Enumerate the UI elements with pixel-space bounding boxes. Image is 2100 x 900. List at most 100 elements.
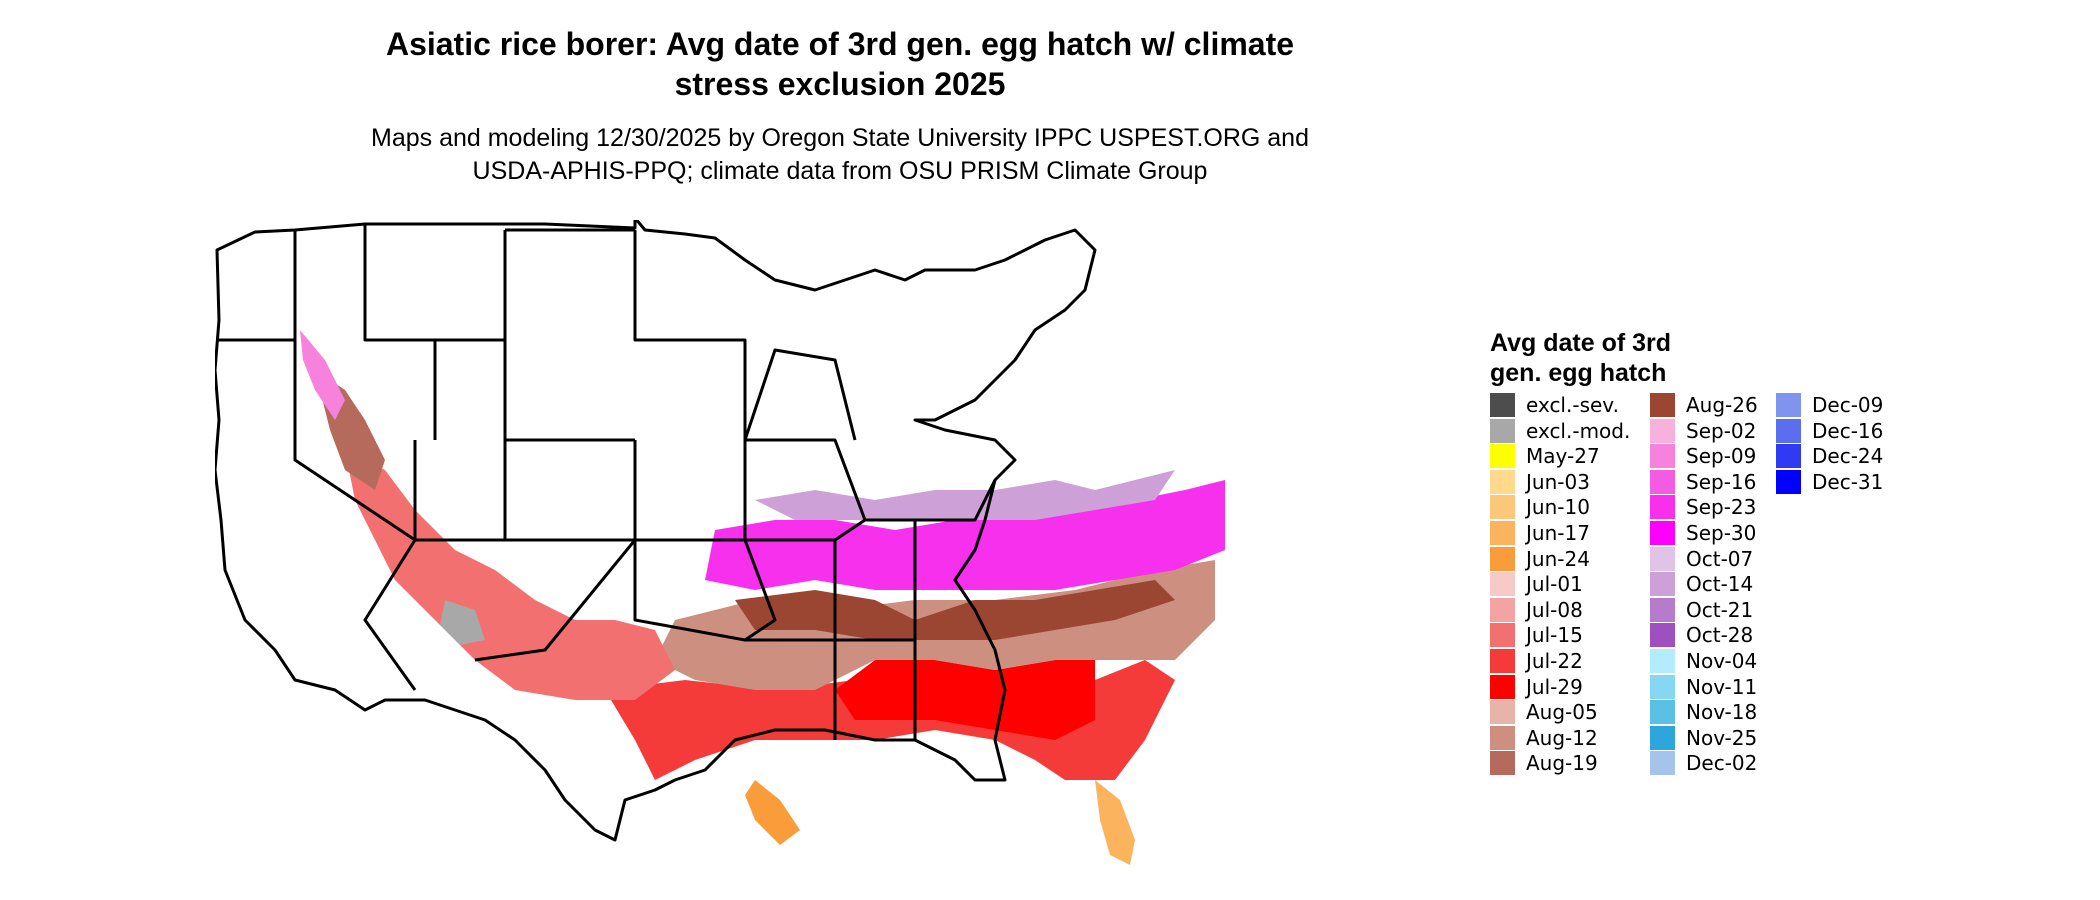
legend-label: Sep-09	[1686, 444, 1757, 469]
legend-item: Nov-18	[1650, 699, 1800, 725]
legend-item: Jul-08	[1490, 597, 1640, 623]
map-subtitle-line-1: Maps and modeling 12/30/2025 by Oregon S…	[371, 124, 1309, 152]
legend-item: Jul-29	[1490, 674, 1640, 700]
legend-item: Sep-16	[1650, 469, 1800, 495]
legend-item: May-27	[1490, 443, 1640, 469]
legend-label: Nov-18	[1686, 700, 1758, 725]
legend-swatch	[1490, 418, 1515, 443]
region-florida-orange	[1095, 780, 1135, 865]
legend-swatch	[1650, 520, 1675, 545]
legend-item: Aug-05	[1490, 699, 1640, 725]
region-south-texas-orange	[745, 780, 800, 845]
legend-item: excl.-mod.	[1490, 418, 1640, 444]
state-borders	[215, 220, 1097, 842]
legend-item: Dec-16	[1776, 418, 1926, 444]
legend-swatch	[1490, 572, 1515, 597]
legend-swatch	[1650, 648, 1675, 673]
legend-label: Nov-25	[1686, 725, 1758, 750]
legend-label: Aug-12	[1526, 725, 1598, 750]
legend-column: Dec-09 Dec-16 Dec-24 Dec-31	[1776, 392, 1926, 494]
legend-title-line-2: gen. egg hatch	[1490, 359, 1667, 387]
legend-swatch	[1650, 495, 1675, 520]
legend-label: Dec-09	[1812, 393, 1884, 417]
legend-swatch	[1650, 546, 1675, 571]
legend-item: Jul-15	[1490, 622, 1640, 648]
legend-swatch	[1650, 444, 1675, 469]
legend-swatch	[1650, 469, 1675, 494]
legend-label: excl.-sev.	[1526, 393, 1619, 417]
legend-column: Aug-26 Sep-02 Sep-09 Sep-16 Sep-23 Sep-30 Oct-…	[1650, 392, 1800, 776]
legend-swatch	[1490, 597, 1515, 622]
legend-swatch	[1490, 444, 1515, 469]
legend-swatch	[1650, 418, 1675, 443]
legend-label: Aug-05	[1526, 700, 1598, 725]
legend-item: Aug-12	[1490, 725, 1640, 751]
map-subtitle: Maps and modeling 12/30/2025 by Oregon S…	[260, 122, 1420, 188]
legend-swatch	[1490, 393, 1515, 417]
border-line-14	[915, 479, 997, 522]
legend-label: Dec-24	[1812, 444, 1884, 469]
legend-item: Nov-11	[1650, 674, 1800, 700]
legend-label: May-27	[1526, 444, 1600, 469]
region-dark-brown	[735, 580, 1175, 640]
legend-swatch	[1490, 751, 1515, 776]
border-line-9	[635, 440, 747, 542]
legend-item: Dec-24	[1776, 443, 1926, 469]
border-line-8	[505, 440, 637, 542]
legend-label: Dec-31	[1812, 469, 1884, 494]
legend-label: Dec-16	[1812, 418, 1884, 443]
legend-swatch	[1650, 597, 1675, 622]
legend-item: Jun-03	[1490, 469, 1640, 495]
legend-swatch	[1776, 469, 1801, 494]
legend-item: Sep-30	[1650, 520, 1800, 546]
legend-swatch	[1490, 623, 1515, 648]
legend-item: Dec-02	[1650, 750, 1800, 776]
legend-item: Dec-09	[1776, 392, 1926, 418]
legend-title-line-1: Avg date of 3rd	[1490, 329, 1672, 357]
border-line-4	[503, 340, 635, 442]
legend-label: Sep-02	[1686, 418, 1757, 443]
legend-item: Jul-22	[1490, 648, 1640, 674]
legend-swatch	[1490, 469, 1515, 494]
legend-label: Nov-04	[1686, 648, 1758, 673]
map-title: Asiatic rice borer: Avg date of 3rd gen.…	[300, 24, 1380, 104]
legend-item: Aug-26	[1650, 392, 1800, 418]
legend-item: Sep-09	[1650, 443, 1800, 469]
legend-item: Aug-19	[1490, 750, 1640, 776]
legend-label: excl.-mod.	[1526, 418, 1631, 443]
legend-item: Jun-10	[1490, 494, 1640, 520]
legend-item: Dec-31	[1776, 469, 1926, 495]
border-line-2	[363, 224, 437, 440]
legend-label: Jul-22	[1526, 648, 1583, 673]
legend-label: Jul-01	[1526, 572, 1583, 597]
legend-label: Jul-29	[1526, 674, 1583, 699]
map-fill-regions	[300, 330, 1225, 865]
legend-swatch	[1650, 623, 1675, 648]
legend-swatch	[1490, 725, 1515, 750]
legend-label: Aug-26	[1686, 393, 1758, 417]
region-arizona-gray	[440, 600, 485, 645]
legend-item: Sep-23	[1650, 494, 1800, 520]
map-title-line-1: Asiatic rice borer: Avg date of 3rd gen.…	[385, 26, 1295, 62]
border-line-1	[217, 230, 297, 342]
border-line-20	[474, 539, 637, 662]
legend-item: Nov-04	[1650, 648, 1800, 674]
legend-item: Oct-28	[1650, 622, 1800, 648]
legend-label: Jun-10	[1526, 495, 1590, 520]
region-deep-red	[835, 660, 1095, 740]
legend-label: Oct-21	[1686, 597, 1754, 622]
legend-label: Sep-30	[1686, 520, 1757, 545]
legend-label: Jul-08	[1526, 597, 1583, 622]
legend-label: Aug-19	[1526, 751, 1598, 776]
legend-swatch	[1650, 751, 1675, 776]
border-line-18	[293, 340, 416, 542]
legend-swatch	[1650, 572, 1675, 597]
map-title-line-2: stress exclusion 2025	[674, 66, 1006, 102]
legend-label: Sep-16	[1686, 469, 1757, 494]
legend-label: Sep-23	[1686, 495, 1757, 520]
legend-swatch	[1650, 725, 1675, 750]
legend-swatch	[1776, 444, 1801, 469]
legend-swatch	[1650, 674, 1675, 699]
legend-label: Nov-11	[1686, 674, 1758, 699]
border-line-3	[435, 230, 507, 342]
